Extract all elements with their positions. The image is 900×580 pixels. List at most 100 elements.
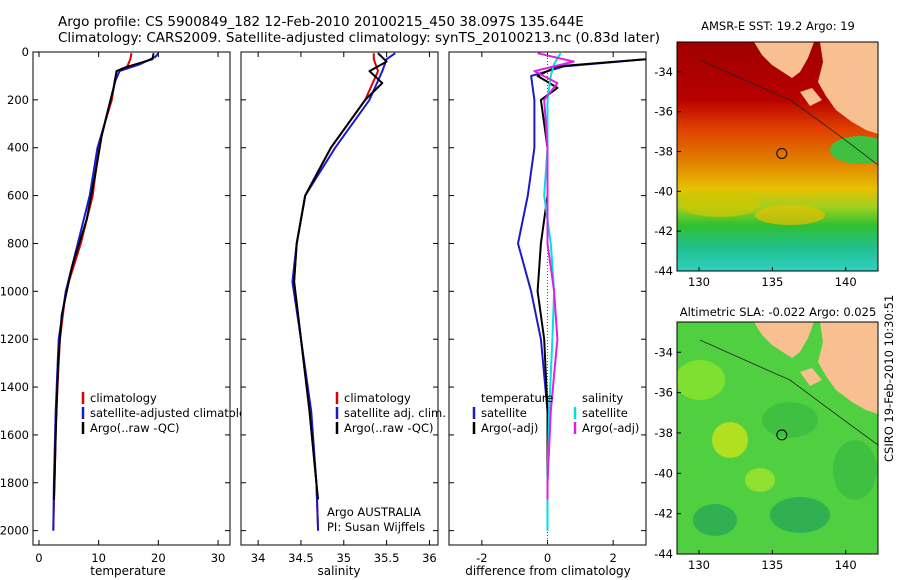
y-tick-label: 800 (7, 236, 29, 250)
sla-blob-3 (762, 402, 818, 438)
sst-coastal-cool-patch (830, 136, 878, 164)
y-tick-label: 1200 (0, 332, 29, 346)
map-x-tick-label: 135 (761, 558, 783, 572)
legend-temp-satellite: satellite (481, 406, 527, 420)
x-tick-label: -2 (476, 551, 487, 565)
header-line-1: Argo profile: CS 5900849_182 12-Feb-2010… (58, 14, 584, 30)
map-y-tick-label: -44 (654, 547, 673, 561)
temperature-panel: 0 10 20 30 0 200 400 600 800 1000 1200 1400 1600 1800… (0, 45, 260, 578)
temperature-ticks: 0 10 20 30 0 200 400 600 800 1000 1200 1400 1600 1800… (0, 45, 230, 565)
legend-temp-argo: Argo(-adj) (481, 421, 538, 435)
y-tick-label: 1600 (0, 428, 29, 442)
x-tick-label: 35.5 (374, 551, 400, 565)
difference-legend: temperature satellite Argo(-adj) salinit… (472, 391, 639, 435)
x-tick-label: 35 (336, 551, 351, 565)
map-y-tick-label: -42 (654, 224, 673, 238)
map-y-tick-label: -42 (654, 507, 673, 521)
map-y-tick-label: -38 (654, 145, 673, 159)
difference-lines (517, 52, 646, 531)
sla-blob-2 (712, 422, 748, 458)
sla-australia-land (754, 322, 878, 414)
salinity-xlabel: salinity (317, 564, 360, 578)
annotation-argo-australia: Argo AUSTRALIA (327, 505, 421, 519)
series-line-argo-raw-qc- (293, 52, 388, 500)
sla-blob-5 (770, 497, 830, 533)
legend-temperature-heading: temperature (481, 391, 553, 405)
map-y-tick-label: -40 (654, 466, 673, 480)
difference-xlabel: difference from climatology (465, 564, 631, 578)
map-y-tick-label: -44 (654, 264, 673, 278)
x-tick-label: 10 (91, 551, 106, 565)
y-tick-label: 1800 (0, 476, 29, 490)
salinity-axes-frame (240, 51, 439, 546)
sla-blob-7 (745, 468, 775, 492)
x-tick-label: 34.5 (288, 551, 314, 565)
series-line-argo-raw-qc- (52, 53, 155, 500)
legend-climatology: climatology (90, 391, 157, 405)
legend-sal-argo: Argo(-adj) (582, 421, 639, 435)
sla-shelf-contour (699, 339, 878, 446)
map-x-tick-label: 140 (835, 275, 857, 289)
y-tick-label: 400 (7, 141, 29, 155)
sla-map-title: Altimetric SLA: -0.022 Argo: 0.025 (680, 305, 877, 319)
y-tick-label: 0 (22, 45, 29, 59)
legend-argo: Argo(..raw -QC) (90, 421, 180, 435)
map-y-tick-label: -34 (654, 345, 673, 359)
sst-yellow-band (680, 193, 760, 217)
y-tick-label: 1000 (0, 284, 29, 298)
salinity-panel: 34 34.5 35 35.5 36 salinity climatology sate… (240, 51, 446, 578)
y-tick-label: 1400 (0, 380, 29, 394)
sla-kangaroo-island (800, 368, 822, 386)
salinity-legend: climatology satellite adj. clim. Argo(..… (335, 391, 446, 435)
series-line-argo-adj- (533, 52, 575, 500)
sla-blob-4 (693, 504, 737, 536)
difference-panel: -2 0 2 difference from climatology tempera… (448, 51, 647, 578)
map-y-tick-label: -40 (654, 184, 673, 198)
x-tick-label: 2 (610, 551, 617, 565)
x-tick-label: 0 (544, 551, 551, 565)
y-tick-label: 2000 (0, 524, 29, 538)
map-x-tick-label: 135 (761, 275, 783, 289)
map-x-tick-label: 130 (688, 275, 710, 289)
sst-map-ticks: 130 135 140 -34 -36 -38 -40 -42 -44 (654, 65, 856, 289)
sst-australia-land (754, 42, 878, 134)
x-tick-label: 30 (211, 551, 226, 565)
header-line-2: Climatology: CARS2009. Satellite-adjuste… (58, 30, 660, 46)
sla-map-ticks: 130 135 140 -34 -36 -38 -40 -42 -44 (654, 345, 856, 572)
sla-blob-6 (833, 440, 877, 500)
map-y-tick-label: -38 (654, 426, 673, 440)
legend-sal-satellite: satellite (582, 406, 628, 420)
map-y-tick-label: -36 (654, 386, 673, 400)
salinity-lines (291, 52, 396, 531)
legend-satellite-adjusted: satellite-adjusted climatology (90, 406, 260, 420)
sst-map: AMSR-E SST: 19.2 Argo: 19 130 135 140 -34 -3… (654, 19, 879, 289)
sst-map-frame (676, 41, 879, 272)
temperature-axes-frame (32, 51, 231, 546)
sla-argo-location-marker (776, 429, 788, 441)
sst-kangaroo-island (800, 88, 822, 106)
map-x-tick-label: 140 (835, 558, 857, 572)
legend-climatology: climatology (344, 391, 411, 405)
x-tick-label: 36 (422, 551, 437, 565)
x-tick-label: 0 (35, 551, 42, 565)
map-y-tick-label: -36 (654, 105, 673, 119)
sst-argo-location-marker (776, 147, 788, 159)
map-y-tick-label: -34 (654, 65, 673, 79)
temperature-lines (52, 52, 160, 531)
salinity-ticks: 34 34.5 35 35.5 36 (241, 51, 438, 565)
x-tick-label: 20 (151, 551, 166, 565)
sla-map-frame (676, 321, 879, 555)
map-x-tick-label: 130 (688, 558, 710, 572)
legend-argo: Argo(..raw -QC) (344, 421, 434, 435)
y-tick-label: 200 (7, 93, 29, 107)
sla-map: Altimetric SLA: -0.022 Argo: 0.025 130 13… (654, 305, 879, 572)
csiro-timestamp: CSIRO 19-Feb-2010 10:30:51 (882, 295, 896, 462)
legend-satellite-adj: satellite adj. clim. (344, 406, 446, 420)
sst-shelf-contour (699, 59, 878, 166)
legend-salinity-heading: salinity (582, 391, 623, 405)
temperature-legend: climatology satellite-adjusted climatolo… (81, 391, 260, 435)
temperature-xlabel: temperature (90, 564, 165, 578)
annotation-pi: PI: Susan Wijffels (327, 520, 425, 534)
sla-blob-1 (677, 360, 725, 400)
